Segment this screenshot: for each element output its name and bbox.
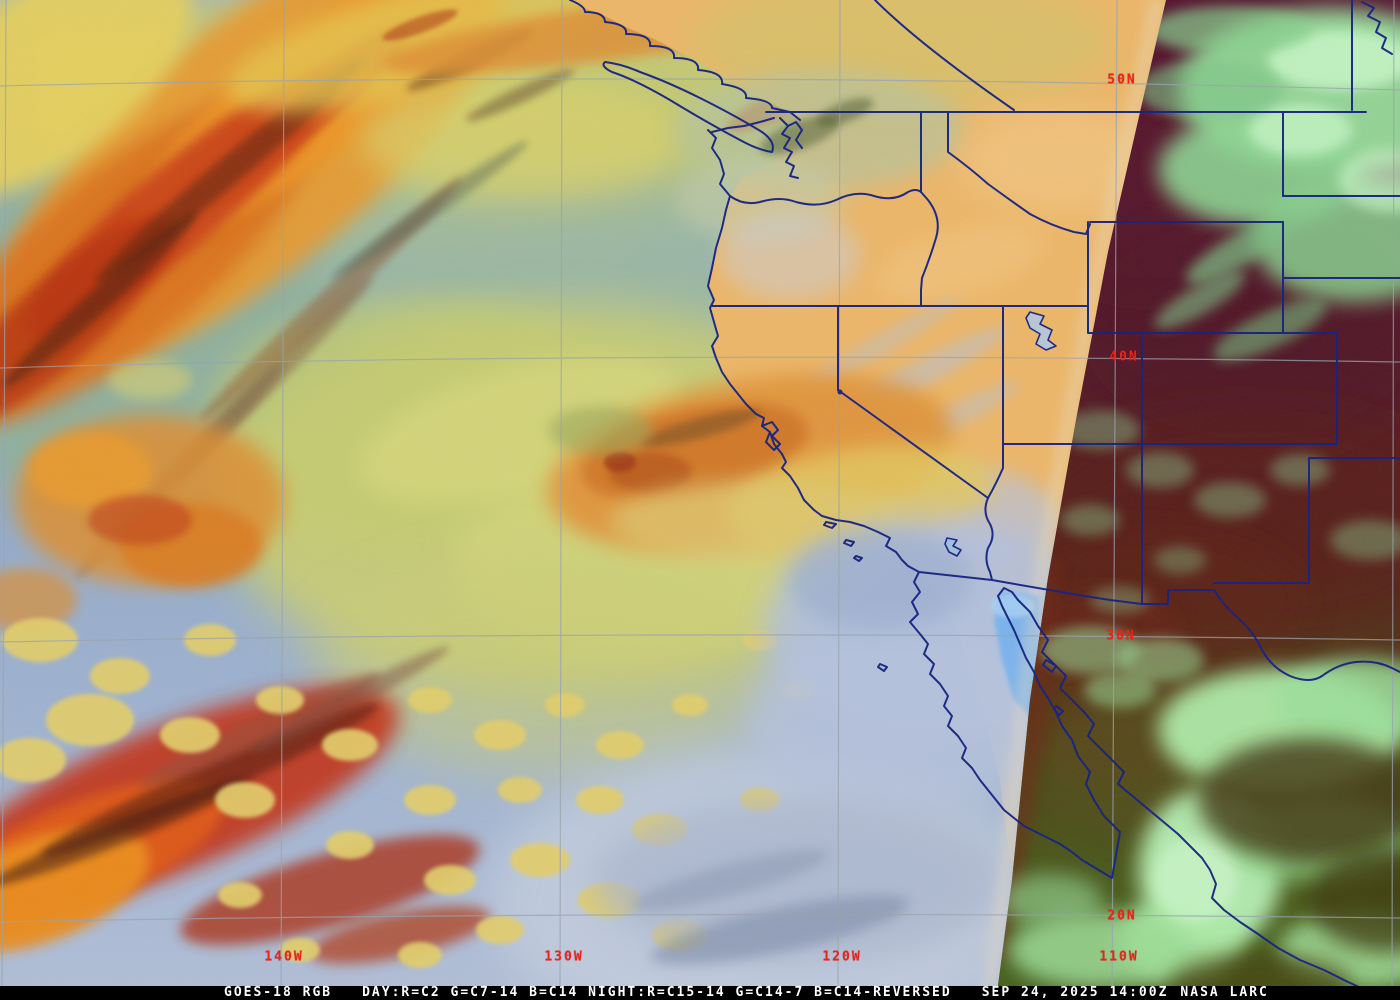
rgb-recipe-label: DAY:R=C2 G=C7-14 B=C14 NIGHT:R=C15-14 G=… xyxy=(362,985,952,1000)
longitude-label-140w: 140W xyxy=(264,949,304,965)
latitude-label-20n: 20N xyxy=(1107,908,1137,924)
latitude-label-40n: 40N xyxy=(1109,349,1139,365)
longitude-label-110w: 110W xyxy=(1099,949,1139,965)
latitude-label-30n: 30N xyxy=(1106,628,1136,644)
longitude-label-120w: 120W xyxy=(822,949,862,965)
source-label: NASA LARC xyxy=(1180,985,1269,1000)
latitude-label-50n: 50N xyxy=(1107,72,1137,88)
longitude-label-130w: 130W xyxy=(544,949,584,965)
timestamp-label: SEP 24, 2025 14:00Z xyxy=(981,985,1169,1000)
annotation-bar: GOES-18 RGB DAY:R=C2 G=C7-14 B=C14 NIGHT… xyxy=(0,986,1400,1000)
product-label: GOES-18 RGB xyxy=(224,985,333,1000)
